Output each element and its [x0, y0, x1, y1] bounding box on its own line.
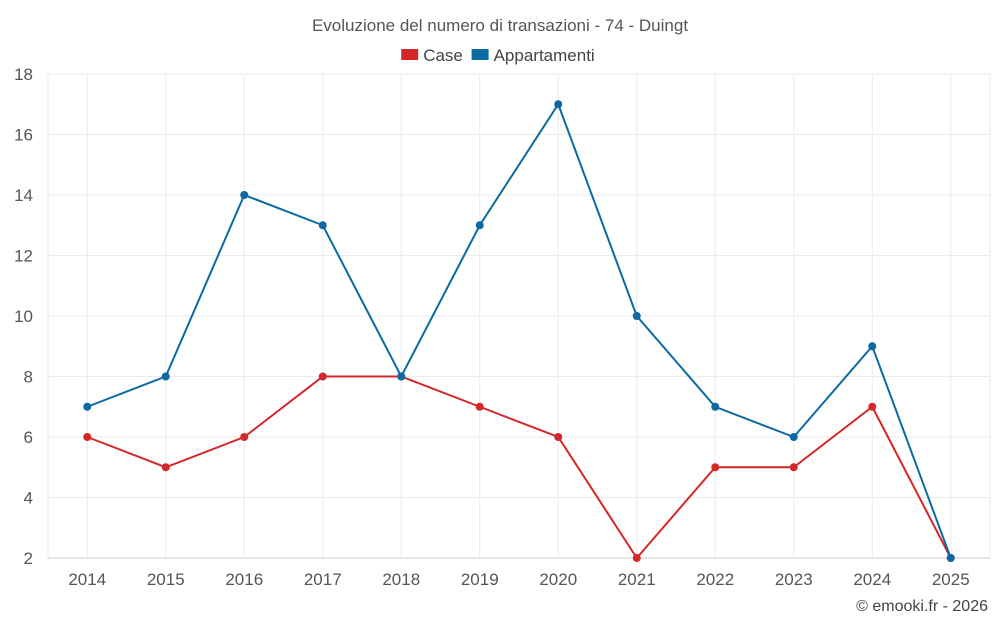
legend-swatch	[471, 49, 489, 60]
data-point	[868, 402, 877, 411]
series-group	[83, 100, 955, 562]
y-tick-label: 2	[24, 549, 33, 568]
credit-text: © emooki.fr - 2026	[856, 598, 988, 615]
data-point	[475, 402, 484, 411]
x-tick-label: 2025	[932, 570, 970, 589]
data-point	[83, 433, 92, 441]
legend-label: Appartamenti	[494, 46, 595, 65]
series-appartamenti	[83, 100, 955, 562]
legend-item-case: Case	[401, 46, 463, 65]
grid	[47, 73, 991, 559]
x-tick-label: 2023	[775, 570, 813, 589]
data-point	[240, 191, 249, 199]
x-tick-label: 2022	[696, 570, 734, 589]
legend: Case Appartamenti	[401, 46, 595, 65]
series-line	[86, 102, 952, 559]
data-point	[554, 433, 563, 441]
y-tick-label: 10	[14, 307, 33, 326]
x-tick-label: 2017	[304, 570, 342, 589]
legend-item-appartamenti: Appartamenti	[471, 46, 595, 65]
data-point	[789, 463, 798, 472]
data-point	[318, 221, 327, 230]
x-tick-label: 2021	[618, 570, 656, 589]
series-line	[86, 375, 952, 560]
y-tick-label: 16	[14, 126, 33, 145]
y-axis: 2 4 6 8 10 12 14 16 18	[14, 65, 33, 568]
y-tick-label: 8	[24, 368, 33, 387]
data-point	[318, 372, 327, 381]
chart-title: Evoluzione del numero di transazioni - 7…	[312, 16, 688, 35]
legend-swatch	[401, 49, 419, 60]
x-tick-label: 2020	[539, 570, 577, 589]
data-point	[397, 372, 406, 381]
data-point	[789, 433, 798, 441]
x-axis: 2014 2015 2016 2017 2018 2019 2020 2021 2022 2023…	[48, 557, 990, 589]
y-tick-label: 14	[14, 186, 33, 205]
data-point	[161, 463, 170, 472]
y-tick-label: 6	[24, 428, 33, 447]
x-tick-label: 2015	[147, 570, 185, 589]
x-tick-label: 2024	[853, 570, 891, 589]
data-point	[868, 342, 877, 351]
data-point	[711, 463, 720, 472]
x-tick-label: 2014	[68, 570, 106, 589]
y-tick-label: 18	[14, 65, 33, 84]
data-point	[946, 554, 955, 562]
y-tick-label: 12	[14, 247, 33, 266]
legend-label: Case	[423, 46, 463, 65]
x-tick-label: 2018	[382, 570, 420, 589]
x-tick-label: 2016	[225, 570, 263, 589]
data-point	[240, 433, 249, 441]
data-point	[83, 402, 92, 411]
data-point	[632, 554, 641, 562]
data-point	[711, 402, 720, 411]
data-point	[554, 100, 563, 109]
x-tick-label: 2019	[461, 570, 499, 589]
data-point	[632, 312, 641, 320]
y-tick-label: 4	[24, 489, 33, 508]
data-point	[161, 372, 170, 381]
data-point	[475, 221, 484, 230]
